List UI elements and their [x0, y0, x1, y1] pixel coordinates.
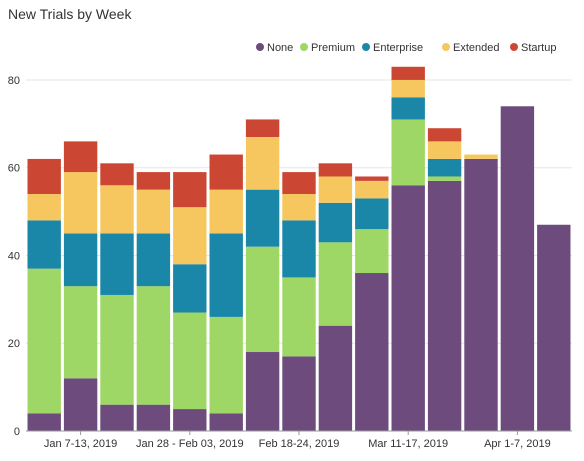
bar-segment-enterprise	[245, 189, 280, 247]
legend-marker	[510, 43, 518, 51]
bar-segment-none	[391, 185, 425, 431]
y-tick-label: 80	[8, 75, 20, 87]
x-tick-label: Feb 18-24, 2019	[259, 438, 340, 450]
bar-segment-extended	[427, 141, 462, 159]
legend-label: Extended	[453, 42, 499, 54]
bar-segment-extended	[27, 194, 61, 221]
chart-title: New Trials by Week	[8, 6, 132, 22]
bar-segment-enterprise	[27, 220, 61, 269]
bar-segment-premium	[355, 229, 389, 274]
x-tick-label: Jan 7-13, 2019	[44, 438, 117, 450]
bar-segment-extended	[464, 154, 498, 159]
bar-segment-none	[500, 106, 535, 431]
bar-segment-startup	[355, 176, 389, 181]
bar-segment-premium	[318, 242, 353, 326]
bar-segment-startup	[100, 163, 134, 186]
y-tick-label: 20	[8, 338, 20, 350]
legend-marker	[362, 43, 370, 51]
x-tick-label: Mar 11-17, 2019	[368, 438, 448, 450]
bar-segment-premium	[282, 277, 316, 357]
bar-segment-none	[318, 325, 353, 431]
bar-segment-enterprise	[282, 220, 316, 278]
bar-segment-premium	[100, 294, 134, 405]
bar-segment-none	[136, 404, 171, 431]
legend-label: None	[267, 42, 293, 54]
bar-segment-none	[355, 273, 389, 431]
bar-segment-enterprise	[355, 198, 389, 230]
bar-segment-startup	[391, 66, 425, 80]
bar-segment-extended	[173, 207, 207, 265]
bar-segment-startup	[318, 163, 353, 177]
legend-marker	[442, 43, 450, 51]
bar-segment-extended	[63, 172, 98, 234]
bar-segment-enterprise	[63, 233, 98, 287]
bar-segment-premium	[173, 312, 207, 410]
y-tick-label: 0	[14, 426, 20, 438]
bar-segment-none	[537, 224, 571, 431]
bar-segment-extended	[318, 176, 353, 203]
bar-segment-none	[282, 356, 316, 431]
bar-segment-extended	[209, 189, 243, 234]
legend-label: Premium	[311, 42, 355, 54]
bar-segment-startup	[282, 172, 316, 195]
bar-segment-none	[427, 180, 462, 431]
bar-segment-premium	[27, 268, 61, 414]
x-tick-label: Jan 28 - Feb 03, 2019	[136, 438, 244, 450]
bar-segment-startup	[136, 172, 171, 190]
bar-segment-extended	[245, 136, 280, 190]
y-tick-label: 60	[8, 163, 20, 175]
bar-segment-premium	[245, 246, 280, 353]
bar-segment-enterprise	[318, 202, 353, 243]
bar-segment-premium	[63, 286, 98, 379]
bar-segment-premium	[427, 176, 462, 181]
legend-marker	[256, 43, 264, 51]
bar-segment-startup	[427, 128, 462, 142]
bar-segment-none	[245, 352, 280, 431]
bar-segment-enterprise	[136, 233, 171, 287]
y-tick-label: 40	[8, 250, 20, 262]
legend-label: Enterprise	[373, 42, 423, 54]
legend-label: Startup	[521, 42, 556, 54]
bar-segment-extended	[282, 194, 316, 221]
bar-segment-none	[27, 413, 61, 431]
bar-segment-enterprise	[391, 97, 425, 120]
bar-segment-none	[63, 378, 98, 431]
bar-segment-none	[209, 413, 243, 431]
bar-segment-extended	[355, 180, 389, 199]
bar-segment-startup	[173, 172, 207, 208]
bar-segment-startup	[27, 158, 61, 195]
bar-segment-extended	[391, 79, 425, 98]
bar-segment-enterprise	[100, 233, 134, 295]
x-tick-label: Apr 1-7, 2019	[484, 438, 551, 450]
bar-segment-none	[464, 158, 498, 431]
bar-segment-enterprise	[427, 158, 462, 177]
bar-segment-extended	[136, 189, 171, 234]
bar-segment-premium	[136, 286, 171, 405]
bar-segment-enterprise	[209, 233, 243, 317]
bar-segment-none	[100, 404, 134, 431]
bar-segment-premium	[391, 119, 425, 186]
bar-segment-enterprise	[173, 264, 207, 313]
bar-segment-premium	[209, 316, 243, 414]
bar-segment-startup	[209, 154, 243, 190]
bar-segment-startup	[63, 141, 98, 173]
bar-segment-none	[173, 409, 207, 431]
legend-marker	[300, 43, 308, 51]
bar-segment-startup	[245, 119, 280, 137]
bar-segment-extended	[100, 185, 134, 234]
